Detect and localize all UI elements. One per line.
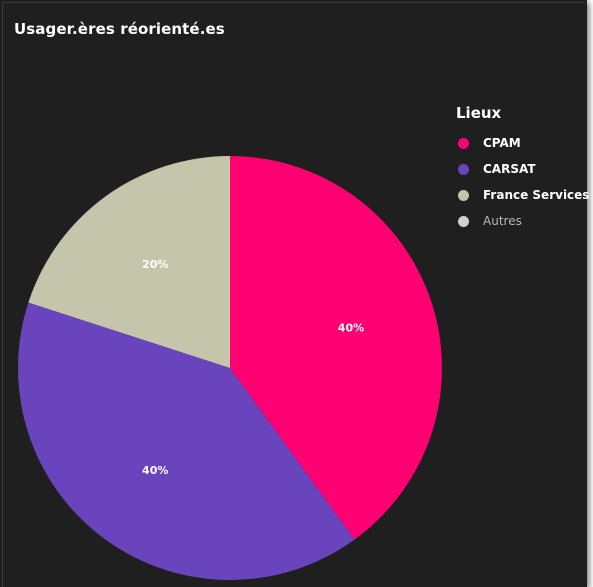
legend-dot-carsat [458,163,469,175]
legend: Lieux CPAM CARSAT France Services Autres [456,104,589,234]
legend-dot-france-services [458,189,469,201]
legend-item-autres[interactable]: Autres [456,208,589,234]
slice-label-france-services: 20% [142,258,168,271]
slice-label-carsat: 40% [142,464,168,477]
slice-label-cpam: 40% [338,322,364,335]
legend-label-france-services: France Services [483,188,590,202]
legend-item-france-services[interactable]: France Services [456,182,589,208]
chart-title: Usager.ères réorienté.es [14,20,225,38]
panel-edge [2,2,585,587]
legend-label-carsat: CARSAT [483,162,536,176]
legend-dot-autres [458,215,469,227]
pie-slice-carsat[interactable] [17,302,355,580]
legend-dot-cpam [458,137,469,149]
legend-label-cpam: CPAM [483,136,521,150]
pie-slice-cpam[interactable] [230,156,442,540]
legend-title: Lieux [456,104,502,122]
legend-item-carsat[interactable]: CARSAT [456,156,589,182]
legend-label-autres: Autres [483,214,522,228]
pie-slice-france-services[interactable] [28,156,230,368]
legend-item-cpam[interactable]: CPAM [456,130,589,156]
